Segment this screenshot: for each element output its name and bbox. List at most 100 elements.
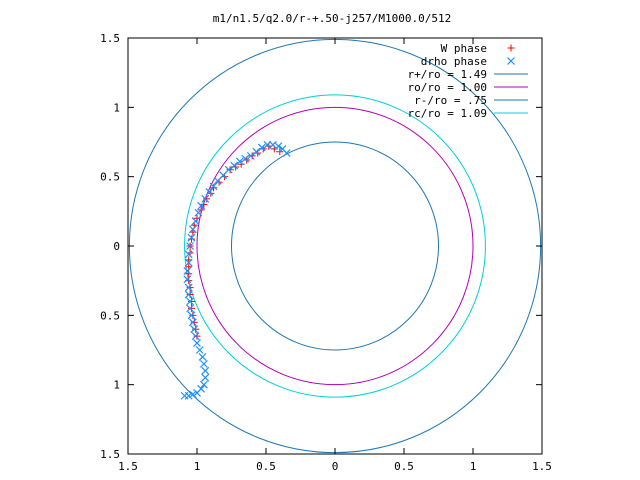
drho-phase-point <box>241 154 250 163</box>
marker-stroke <box>184 290 193 299</box>
w-phase-point <box>186 291 194 299</box>
w-phase-point <box>193 214 201 222</box>
w-phase-point <box>189 311 197 319</box>
drho-phase-point <box>186 242 195 250</box>
drho-phase-point <box>184 258 193 267</box>
drho-phase-point <box>201 366 210 375</box>
x-tick-label: 0 <box>332 460 339 473</box>
drho-phase-point <box>230 161 239 170</box>
w-phase-point <box>187 297 195 305</box>
x-tick-label: 1.5 <box>532 460 552 473</box>
drho-phase-point <box>190 325 199 334</box>
marker-stroke <box>507 57 515 65</box>
marker-stroke <box>241 154 250 163</box>
w-phase-point <box>187 235 195 243</box>
marker-stroke <box>252 147 261 156</box>
marker-stroke <box>278 145 287 153</box>
drho-phase-point <box>187 233 196 242</box>
drho-phase-point <box>195 346 204 354</box>
marker-stroke <box>201 366 210 375</box>
marker-stroke <box>184 283 193 292</box>
circle-series <box>184 94 486 398</box>
marker-stroke <box>246 151 255 160</box>
w-phase-point <box>210 184 218 192</box>
w-phase-point <box>190 318 198 326</box>
marker-stroke <box>257 143 266 152</box>
drho-phase-point <box>193 339 201 347</box>
marker-stroke <box>187 233 196 242</box>
marker-stroke <box>194 208 203 217</box>
drho-phase-point <box>278 145 287 153</box>
drho-phase-point <box>205 187 214 196</box>
w-phase-point <box>185 270 193 278</box>
drho-phase-point <box>197 201 206 210</box>
drho-phase-point <box>246 151 255 160</box>
drho-phase-point <box>188 318 197 327</box>
y-tick-label: 0 <box>113 240 120 253</box>
drho-phase-point <box>263 140 272 149</box>
marker-stroke <box>268 140 277 149</box>
drho-phase-point <box>191 217 200 225</box>
marker-stroke <box>282 149 291 158</box>
drho-phase-point <box>213 176 222 185</box>
drho-phase-point <box>184 250 193 259</box>
marker-stroke <box>188 390 197 399</box>
drho-phase-point <box>188 390 197 399</box>
drho-phase-point <box>198 353 207 361</box>
drho-phase-point <box>257 143 266 152</box>
w-phase-point <box>203 195 211 203</box>
data-points <box>180 140 291 400</box>
w-phase-point <box>186 284 194 292</box>
marker-stroke <box>183 267 192 275</box>
legend-label: W phase <box>441 42 487 55</box>
marker-stroke <box>191 332 200 341</box>
x-tick-label: 1 <box>470 460 477 473</box>
y-tick-label: 1 <box>113 101 120 114</box>
marker-stroke <box>188 225 197 234</box>
x-tick-label: 0.5 <box>394 460 414 473</box>
marker-stroke <box>180 391 189 400</box>
marker-stroke <box>209 182 218 191</box>
drho-phase-point <box>252 147 261 156</box>
marker-stroke <box>263 140 272 149</box>
marker-stroke <box>235 157 244 166</box>
drho-phase-point <box>186 304 195 313</box>
drho-phase-point <box>194 208 203 217</box>
marker-stroke <box>201 194 210 203</box>
legend-label: r+/ro = 1.49 <box>408 68 487 81</box>
y-axis: 1.5 1 0.5 0 0.5 1 1.5 <box>100 32 542 461</box>
drho-phase-point <box>183 267 192 275</box>
drho-phase-point <box>199 359 208 368</box>
legend-marker <box>507 57 515 65</box>
drho-phase-point <box>268 140 277 149</box>
marker-stroke <box>230 161 239 170</box>
marker-stroke <box>201 373 210 382</box>
drho-phase-point <box>188 225 197 234</box>
marker-stroke <box>187 311 196 320</box>
marker-stroke <box>191 217 200 225</box>
marker-stroke <box>213 176 222 185</box>
marker-stroke <box>183 275 192 284</box>
w-phase-point <box>200 200 208 208</box>
drho-phase-point <box>209 182 218 191</box>
legend-label: ro/ro = 1.00 <box>408 81 487 94</box>
marker-stroke <box>199 380 208 389</box>
w-phase-point <box>226 166 234 174</box>
x-tick-label: 1 <box>194 460 201 473</box>
y-tick-label: 1.5 <box>100 32 120 45</box>
drho-phase-point <box>201 194 210 203</box>
legend-label: rc/ro = 1.09 <box>408 107 487 120</box>
drho-phase-point <box>199 380 208 389</box>
circle-series <box>196 106 474 386</box>
marker-stroke <box>199 359 208 368</box>
marker-stroke <box>197 201 206 210</box>
w-phase-point <box>237 160 245 168</box>
circle-series <box>231 141 439 351</box>
w-phase-point <box>192 325 200 333</box>
marker-stroke <box>198 353 207 361</box>
legend-marker <box>507 44 515 52</box>
marker-stroke <box>186 304 195 313</box>
drho-phase-point <box>187 311 196 320</box>
y-tick-label: 0.5 <box>100 309 120 322</box>
